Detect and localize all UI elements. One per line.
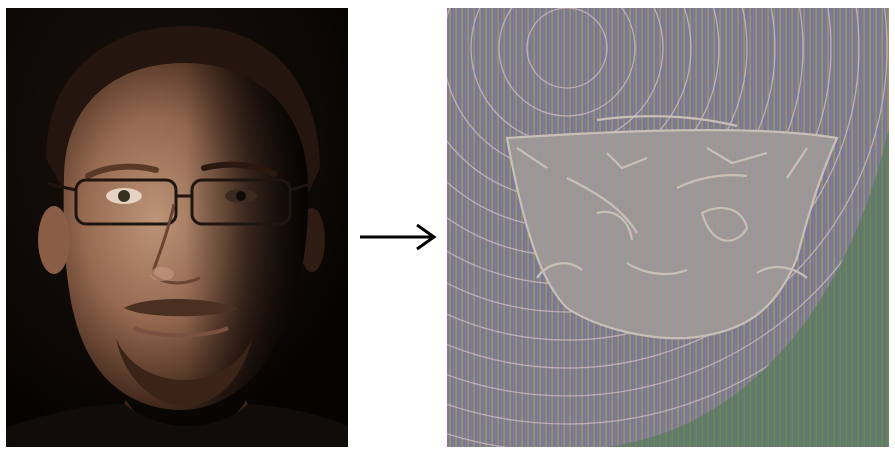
left-ear bbox=[38, 206, 70, 274]
face-outline bbox=[505, 115, 839, 340]
glitch-art-illustration bbox=[447, 8, 889, 447]
face-region bbox=[507, 130, 837, 339]
beard bbox=[116, 338, 252, 406]
right-arrow-icon bbox=[357, 222, 439, 252]
glitch-ring bbox=[447, 8, 889, 397]
moustache bbox=[124, 299, 238, 317]
glitch-ring bbox=[447, 8, 888, 369]
mouth bbox=[133, 326, 229, 338]
shirt bbox=[6, 404, 348, 447]
glitch-ring bbox=[498, 8, 636, 117]
glitch-ring bbox=[447, 8, 860, 341]
glitch-ring bbox=[447, 8, 832, 313]
portrait-photo bbox=[6, 8, 348, 447]
glitch-ring bbox=[447, 8, 889, 425]
glitch-line-art bbox=[447, 8, 889, 447]
hair bbox=[46, 26, 320, 198]
portrait-illustration bbox=[6, 8, 348, 447]
glitch-ring bbox=[526, 8, 608, 89]
glasses bbox=[47, 178, 311, 226]
